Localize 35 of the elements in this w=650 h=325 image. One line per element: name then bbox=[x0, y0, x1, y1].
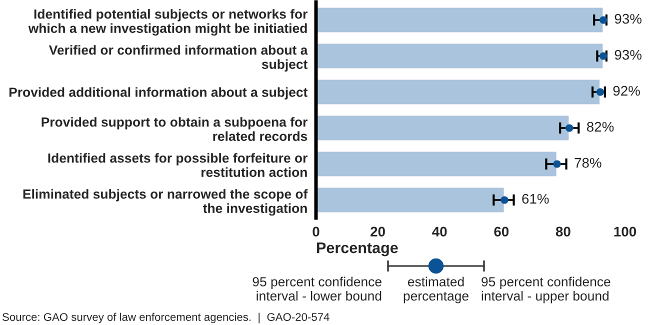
data-label: 92% bbox=[613, 86, 640, 96]
text: 95 percent confidence interval - lower bound bbox=[252, 276, 382, 301]
y-tick-label: Identified potential subjects or networks for which a new investigation might be initiatied bbox=[28, 9, 308, 36]
data-label: 82% bbox=[586, 122, 614, 132]
x-tick-label: 100 bbox=[614, 226, 636, 237]
bar bbox=[316, 186, 506, 214]
point bbox=[566, 124, 574, 132]
source-note: Source: GAO survey of law enforcement agencies. | GAO-20-574 bbox=[2, 312, 330, 324]
x-tick-label: 80 bbox=[556, 226, 570, 237]
y-tick-label: Identified assets for possible forfeiture or restitution action bbox=[48, 153, 308, 177]
bar bbox=[316, 42, 604, 70]
point bbox=[596, 88, 604, 96]
point bbox=[600, 52, 608, 60]
data-label: 78% bbox=[574, 158, 602, 168]
point bbox=[500, 196, 508, 204]
bar bbox=[316, 150, 558, 178]
data-label: 93% bbox=[614, 50, 642, 60]
y-tick-label: Provided support to obtain a subpoena for related records bbox=[42, 117, 308, 141]
x-tick-label: 60 bbox=[494, 226, 509, 237]
x-tick-label: 0 bbox=[312, 226, 320, 237]
point bbox=[600, 16, 608, 24]
x-tick-label: 20 bbox=[370, 226, 385, 237]
data-label: 93% bbox=[614, 14, 642, 24]
x-axis-title: Percentage bbox=[317, 242, 398, 256]
bar bbox=[316, 114, 570, 142]
data-label: 61% bbox=[522, 194, 549, 204]
point bbox=[553, 160, 561, 168]
text: estimated percentage bbox=[404, 276, 468, 304]
y-tick-label: Eliminated subjects or narrowed the scope of the investigation bbox=[23, 189, 308, 216]
bar bbox=[316, 78, 601, 106]
x-tick-label: 40 bbox=[432, 226, 447, 237]
bar bbox=[316, 6, 604, 34]
y-tick-label: Verified or confirmed information about a subject bbox=[48, 45, 308, 72]
text: 95 percent confidence interval - upper bound bbox=[482, 276, 610, 304]
y-tick-label: Provided additional information about a subject bbox=[9, 87, 308, 100]
